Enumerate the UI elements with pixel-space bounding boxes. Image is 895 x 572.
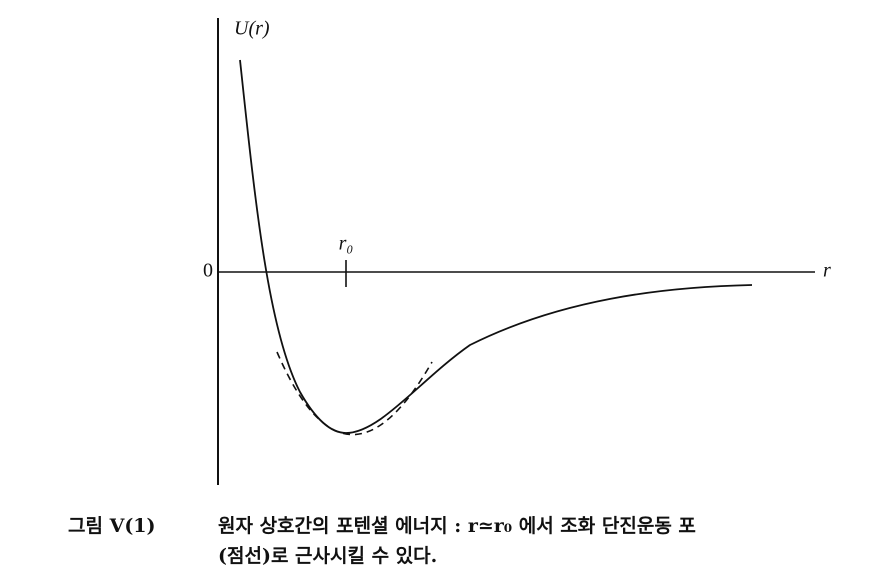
harmonic-approximation (276, 351, 433, 436)
caption-line: 원자 상호간의 포텐셜 에너지 : r≃r₀ 에서 조화 단진운동 포 (218, 515, 696, 537)
x-axis-label: r (823, 260, 831, 282)
potential-curve (239, 59, 753, 434)
caption-line: (점선)로 근사시킬 수 있다. (218, 545, 437, 567)
y-axis-label: U(r) (234, 18, 270, 40)
r0-label: r₀ (339, 233, 354, 255)
figure-number: 그림 V(1) (68, 515, 156, 537)
origin-label: 0 (203, 260, 213, 282)
